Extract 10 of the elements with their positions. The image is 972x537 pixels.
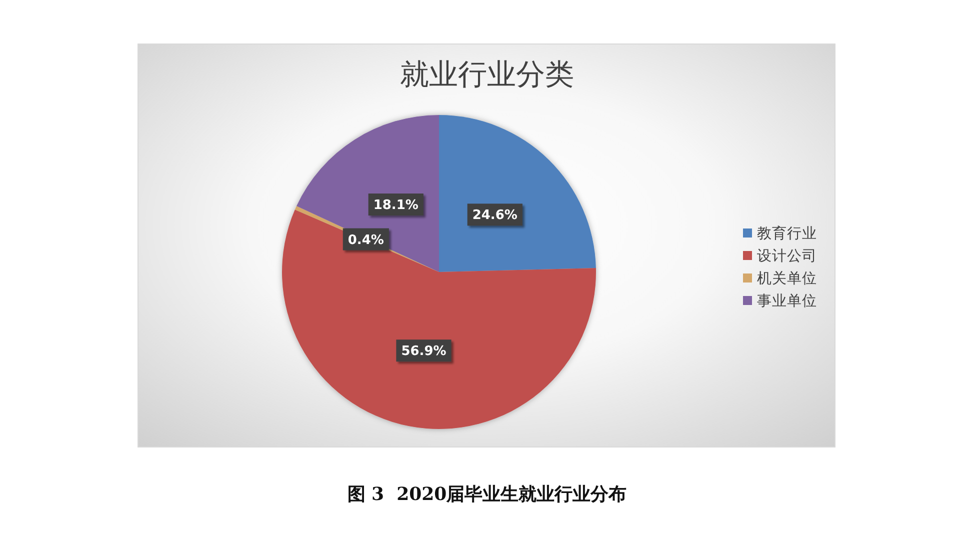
caption: 图 3 2020届毕业生就业行业分布 bbox=[347, 484, 627, 505]
chart-title: 就业行业分类 bbox=[400, 57, 574, 91]
legend-label: 设计公司 bbox=[757, 248, 817, 264]
legend-label: 机关单位 bbox=[757, 270, 817, 287]
data-label: 18.1% bbox=[373, 198, 418, 214]
data-label: 0.4% bbox=[348, 232, 384, 248]
data-label: 24.6% bbox=[472, 208, 518, 224]
legend-label: 事业单位 bbox=[757, 292, 817, 310]
data-label: 56.9% bbox=[401, 344, 446, 360]
legend-label: 教育行业 bbox=[757, 225, 817, 242]
